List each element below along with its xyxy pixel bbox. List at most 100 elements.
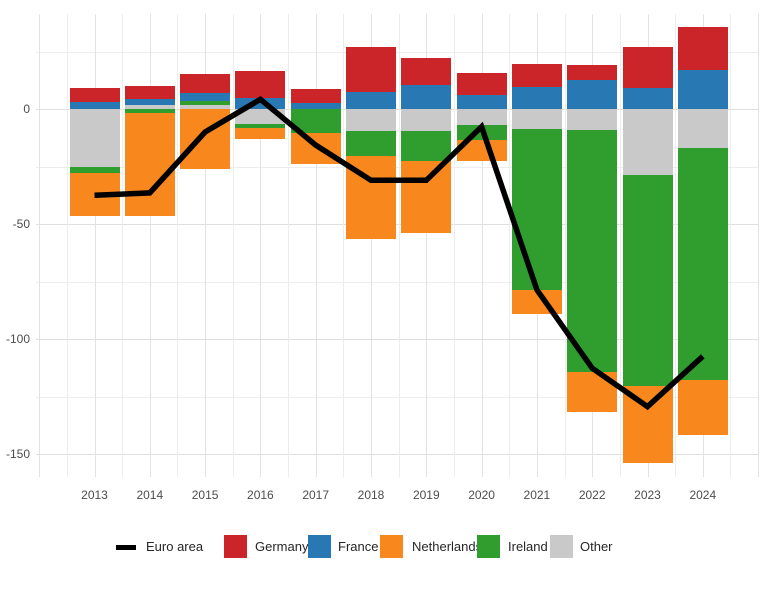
bar-segment-other-2018: [346, 109, 396, 132]
v-gridline: [315, 14, 317, 477]
h-gridline--150: [36, 454, 759, 455]
v-gridline: [94, 14, 96, 477]
bar-segment-netherlands-2024: [677, 380, 728, 435]
bar-segment-germany-2014: [124, 86, 175, 100]
x-tick-label-2021: 2021: [523, 488, 551, 502]
bar-segment-other-2024: [677, 109, 728, 149]
bar-segment-france-2018: [346, 92, 396, 109]
y-tick-label--50: -50: [12, 217, 30, 231]
x-tick-label-2014: 2014: [136, 488, 164, 502]
legend-label-germany: Germany: [255, 539, 309, 554]
bar-segment-france-2020: [456, 95, 507, 109]
bar-segment-france-2022: [567, 79, 618, 109]
v-gridline: [232, 14, 234, 477]
x-tick-label-2023: 2023: [634, 488, 661, 502]
bar-segment-other-2019: [401, 109, 452, 131]
legend-label-ireland: Ireland: [508, 539, 548, 554]
v-gridline: [758, 14, 760, 477]
y-tick-label-0: 0: [23, 102, 30, 116]
bar-segment-netherlands-2014: [124, 113, 175, 216]
x-tick-label-2024: 2024: [689, 488, 717, 502]
bar-segment-germany-2018: [346, 47, 396, 93]
legend-swatch-ireland: [477, 535, 500, 558]
bar-segment-netherlands-2023: [622, 385, 673, 464]
bar-segment-france-2013: [69, 101, 120, 109]
x-tick-label-2017: 2017: [302, 488, 330, 502]
bar-segment-france-2019: [401, 84, 452, 109]
legend-label-france: France: [338, 539, 379, 554]
v-gridline: [177, 14, 179, 477]
v-gridline: [398, 14, 400, 477]
bar-segment-france-2021: [511, 87, 562, 109]
bar-segment-netherlands-2019: [401, 160, 452, 234]
x-tick-label-2013: 2013: [81, 488, 108, 502]
x-tick-label-2015: 2015: [191, 488, 219, 502]
bar-segment-netherlands-2018: [346, 156, 396, 239]
bar-segment-netherlands-2020: [456, 140, 507, 161]
bar-segment-france-2023: [622, 88, 673, 109]
bar-segment-netherlands-2022: [567, 372, 618, 412]
v-gridline: [509, 14, 511, 477]
bar-segment-ireland-2015: [180, 101, 231, 105]
y-tick-label--100: -100: [5, 332, 30, 346]
v-gridline: [288, 14, 289, 477]
bar-segment-germany-2021: [511, 63, 562, 88]
bar-segment-france-2024: [677, 69, 728, 109]
bar-segment-netherlands-2021: [511, 290, 562, 314]
legend-swatch-other: [550, 535, 573, 558]
bar-segment-ireland-2022: [567, 129, 618, 373]
h-gridline-25: [36, 51, 759, 53]
bar-segment-netherlands-2013: [69, 173, 120, 217]
bar-segment-germany-2022: [567, 64, 618, 80]
v-gridline: [453, 14, 455, 477]
v-gridline: [149, 14, 151, 477]
bar-segment-germany-2020: [456, 73, 507, 96]
bar-segment-ireland-2017: [290, 109, 341, 133]
legend-label-euro-area: Euro area: [146, 539, 204, 554]
v-gridline: [343, 14, 345, 477]
bar-segment-germany-2023: [622, 46, 673, 89]
bar-segment-germany-2015: [180, 74, 231, 93]
bar-segment-other-2023: [622, 109, 673, 175]
bar-segment-ireland-2023: [622, 174, 673, 386]
legend-label-netherlands: Netherlands: [412, 539, 483, 554]
legend-line-swatch-euro-area: [116, 545, 136, 550]
v-gridline: [619, 14, 621, 477]
bar-segment-france-2014: [124, 99, 175, 105]
bar-segment-other-2020: [456, 109, 507, 126]
x-tick-label-2019: 2019: [412, 488, 440, 502]
bar-segment-germany-2017: [290, 89, 341, 104]
x-tick-label-2022: 2022: [578, 488, 606, 502]
bar-segment-other-2021: [511, 109, 562, 129]
v-gridline: [564, 14, 566, 477]
v-gridline: [730, 14, 732, 477]
bar-segment-germany-2013: [69, 88, 120, 102]
bar-segment-ireland-2024: [677, 148, 728, 381]
bar-segment-netherlands-2016: [235, 127, 286, 139]
x-tick-label-2018: 2018: [357, 488, 385, 502]
bar-segment-other-2016: [235, 109, 286, 124]
bar-segment-germany-2019: [401, 57, 452, 85]
x-tick-label-2020: 2020: [468, 488, 495, 502]
bar-segment-ireland-2020: [456, 125, 507, 141]
x-tick-label-2016: 2016: [247, 488, 274, 502]
legend-swatch-netherlands: [380, 535, 403, 558]
bar-segment-netherlands-2017: [290, 132, 341, 164]
v-gridline: [39, 14, 41, 477]
y-tick-label--150: -150: [5, 447, 30, 461]
v-gridline: [66, 14, 68, 477]
bar-segment-germany-2024: [677, 26, 728, 70]
bar-segment-france-2015: [180, 92, 231, 102]
bar-segment-france-2017: [290, 103, 341, 109]
v-gridline: [675, 14, 677, 477]
bar-segment-netherlands-2015: [180, 109, 231, 169]
bar-segment-france-2016: [235, 98, 286, 109]
v-gridline: [122, 14, 124, 477]
legend-swatch-france: [308, 535, 331, 558]
bar-segment-other-2022: [567, 109, 618, 130]
bar-segment-other-2013: [69, 109, 120, 168]
bar-segment-ireland-2018: [346, 131, 396, 157]
bar-segment-ireland-2019: [401, 130, 452, 161]
bar-segment-ireland-2021: [511, 128, 562, 291]
